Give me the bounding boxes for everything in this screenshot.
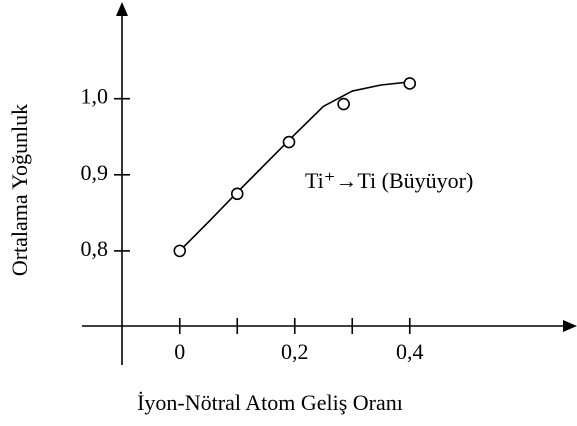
y-axis-label: Ortalama Yoğunluk — [7, 104, 32, 276]
y-tick-label: 0,8 — [81, 236, 109, 261]
y-axis-arrow — [116, 2, 128, 16]
x-tick-label: 0,2 — [281, 339, 309, 364]
data-point — [173, 244, 187, 258]
annotation: Ti⁺→Ti (Büyüyor) — [305, 168, 473, 193]
data-point — [282, 135, 296, 149]
data-point — [337, 97, 350, 111]
x-tick-label: 0 — [174, 339, 185, 364]
data-point — [230, 187, 244, 201]
y-tick-label: 0,9 — [81, 160, 109, 185]
x-tick-label: 0,4 — [396, 339, 424, 364]
x-axis-label: İyon-Nötral Atom Geliş Oranı — [137, 390, 403, 415]
x-axis-arrow — [563, 320, 577, 332]
fit-curve — [179, 81, 410, 252]
y-tick-label: 1,0 — [81, 84, 109, 109]
data-point — [403, 77, 417, 90]
